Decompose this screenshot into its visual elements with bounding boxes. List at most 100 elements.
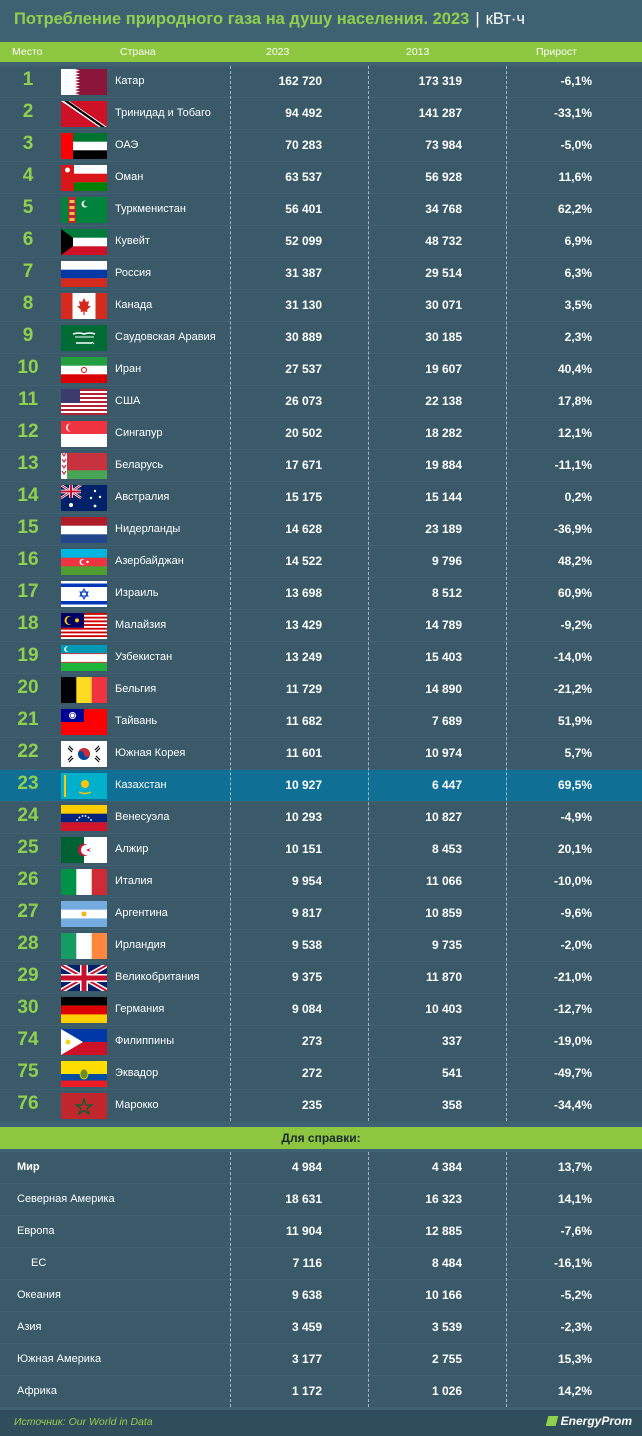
value-2013: 10 859 <box>425 906 462 920</box>
reference-row: Африка 1 172 1 026 14,2% <box>0 1376 642 1407</box>
table-row: 4 Оман 63 537 56 928 11,6% <box>0 162 642 193</box>
brand-logo: EnergyProm <box>545 1414 632 1428</box>
country-name: Италия <box>115 875 153 887</box>
value-2023: 273 <box>301 1034 322 1048</box>
reference-row: ЕС 7 116 8 484 -16,1% <box>0 1248 642 1279</box>
rank-number: 4 <box>22 165 34 186</box>
value-2013: 2 755 <box>431 1352 462 1366</box>
reference-row: Мир 4 984 4 384 13,7% <box>0 1152 642 1183</box>
region-name: Азия <box>17 1321 42 1333</box>
table-row: 27 Аргентина 9 817 10 859 -9,6% <box>0 898 642 929</box>
value-2023: 13 429 <box>285 618 322 632</box>
rank-number: 23 <box>17 773 39 794</box>
country-name: Бельгия <box>115 683 157 695</box>
growth-value: 11,6% <box>558 170 592 184</box>
growth-value: 69,5% <box>557 778 592 792</box>
rank-number: 10 <box>17 357 39 378</box>
value-2023: 4 984 <box>291 1160 322 1174</box>
value-2023: 15 175 <box>285 490 322 504</box>
table-row: 21 Тайвань 11 682 7 689 51,9% <box>0 706 642 737</box>
country-name: Эквадор <box>115 1067 159 1079</box>
value-2013: 173 319 <box>418 74 462 88</box>
growth-value: 5,7% <box>564 746 592 760</box>
turkmenistan-flag-icon <box>61 197 107 223</box>
growth-value: -12,7% <box>553 1002 592 1016</box>
value-2013: 30 071 <box>425 298 462 312</box>
country-name: Южная Корея <box>115 747 186 759</box>
table-row: 76 Марокко 235 358 -34,4% <box>0 1090 642 1121</box>
table-header: Место Страна 2023 2013 Прирост <box>0 42 642 62</box>
uk-flag-icon <box>61 965 107 991</box>
value-2023: 70 283 <box>285 138 322 152</box>
usa-flag-icon <box>61 389 107 415</box>
table-row: 9 Саудовская Аравия 30 889 30 185 2,3% <box>0 322 642 353</box>
rank-number: 5 <box>22 197 34 218</box>
value-2013: 16 323 <box>425 1192 462 1206</box>
value-2023: 9 638 <box>291 1288 322 1302</box>
rank-number: 21 <box>17 709 39 730</box>
rank-number: 17 <box>17 581 39 602</box>
header-rank: Место <box>12 46 43 58</box>
reference-header: Для справки: <box>0 1127 642 1149</box>
country-name: Азербайджан <box>115 555 184 567</box>
value-2023: 30 889 <box>285 330 322 344</box>
singapore-flag-icon <box>61 421 107 447</box>
column-divider <box>230 1152 231 1407</box>
value-2013: 4 384 <box>431 1160 462 1174</box>
table-row: 24 Венесуэла 10 293 10 827 -4,9% <box>0 802 642 833</box>
country-name: Марокко <box>115 1099 159 1111</box>
rank-number: 11 <box>17 389 39 410</box>
table-row: 8 Канада 31 130 30 071 3,5% <box>0 290 642 321</box>
table-row: 74 Филиппины 273 337 -19,0% <box>0 1026 642 1057</box>
region-name: Мир <box>17 1161 40 1173</box>
south-korea-flag-icon <box>61 741 107 767</box>
growth-value: -11,1% <box>554 458 592 472</box>
value-2023: 9 817 <box>291 906 322 920</box>
value-2023: 9 538 <box>291 938 322 952</box>
algeria-flag-icon <box>61 837 107 863</box>
table-row: 15 Нидерланды 14 628 23 189 -36,9% <box>0 514 642 545</box>
country-name: Казахстан <box>115 779 167 791</box>
rank-number: 27 <box>17 901 39 922</box>
growth-value: -21,2% <box>553 682 592 696</box>
italy-flag-icon <box>61 869 107 895</box>
country-name: Катар <box>115 75 145 87</box>
value-2023: 13 698 <box>285 586 322 600</box>
value-2013: 10 827 <box>425 810 462 824</box>
region-name: Северная Америка <box>17 1193 115 1205</box>
table-row: 11 США 26 073 22 138 17,8% <box>0 386 642 417</box>
growth-value: -9,2% <box>560 618 592 632</box>
table-row: 14 Австралия 15 175 15 144 0,2% <box>0 482 642 513</box>
value-2023: 11 601 <box>285 746 322 760</box>
country-name: Канада <box>115 299 153 311</box>
rank-number: 13 <box>17 453 39 474</box>
column-divider <box>368 66 369 1121</box>
value-2013: 15 144 <box>425 490 462 504</box>
value-2013: 8 453 <box>431 842 462 856</box>
value-2013: 10 166 <box>425 1288 462 1302</box>
rank-number: 12 <box>17 421 39 442</box>
rank-number: 76 <box>17 1093 39 1114</box>
region-name: Южная Америка <box>17 1353 102 1365</box>
rank-number: 75 <box>17 1061 39 1082</box>
country-name: Туркменистан <box>115 203 186 215</box>
growth-value: 62,2% <box>557 202 592 216</box>
reference-row: Азия 3 459 3 539 -2,3% <box>0 1312 642 1343</box>
table-row: 13 Беларусь 17 671 19 884 -11,1% <box>0 450 642 481</box>
rank-number: 24 <box>17 805 39 826</box>
column-divider <box>506 1152 507 1407</box>
value-2023: 13 249 <box>285 650 322 664</box>
region-name: Европа <box>17 1225 55 1237</box>
table-row: 19 Узбекистан 13 249 15 403 -14,0% <box>0 642 642 673</box>
rank-number: 3 <box>22 133 34 154</box>
growth-value: 13,7% <box>557 1160 592 1174</box>
table-row: 29 Великобритания 9 375 11 870 -21,0% <box>0 962 642 993</box>
value-2013: 9 735 <box>431 938 462 952</box>
rank-number: 9 <box>22 325 34 346</box>
value-2023: 9 954 <box>291 874 322 888</box>
value-2023: 31 387 <box>285 266 322 280</box>
country-name: США <box>115 395 141 407</box>
table-row: 17 Израиль 13 698 8 512 60,9% <box>0 578 642 609</box>
rank-number: 18 <box>17 613 39 634</box>
netherlands-flag-icon <box>61 517 107 543</box>
